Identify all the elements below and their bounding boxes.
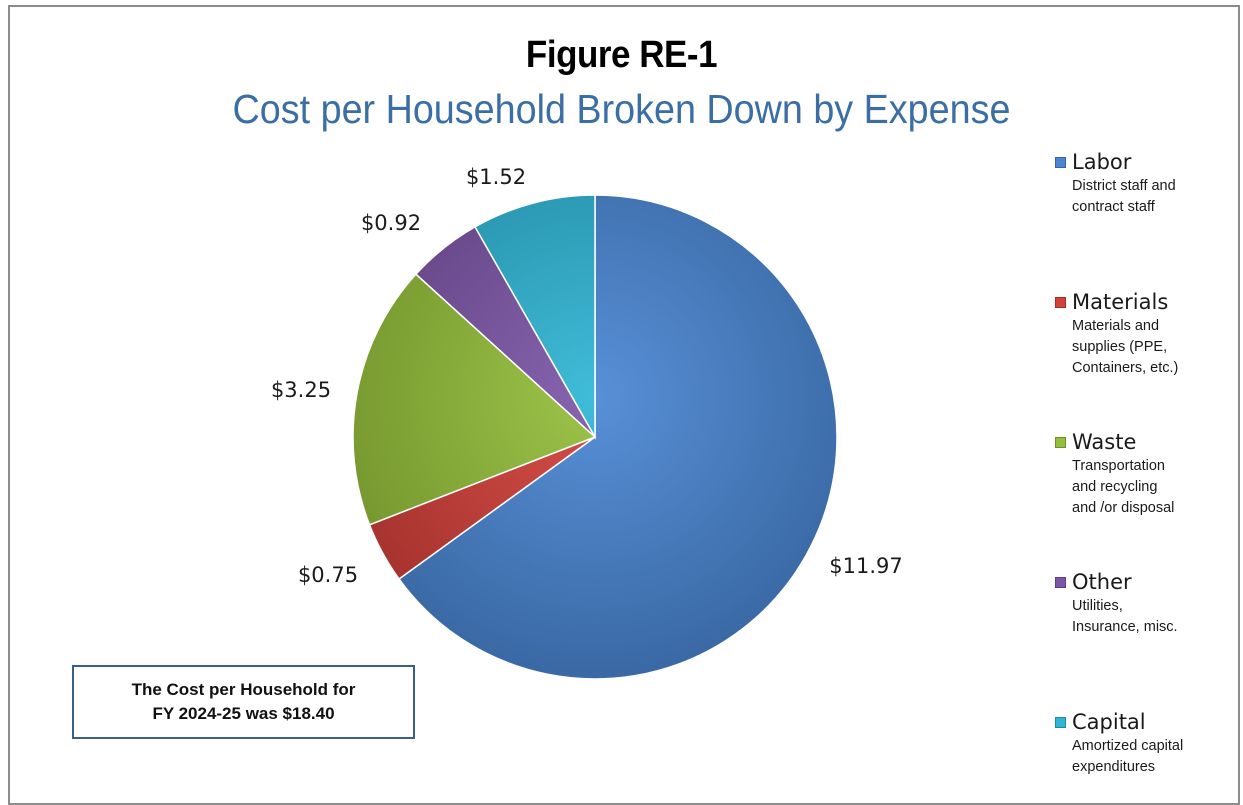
figure-title: Figure RE-1 (525, 34, 718, 76)
figure-subtitle: Cost per Household Broken Down by Expens… (232, 86, 1011, 132)
pie-slices (352, 194, 838, 680)
legend-swatch-labor (1055, 156, 1066, 168)
data-label-labor: $11.97 (829, 554, 902, 578)
legend-description: Utilities, Insurance, misc. (1072, 598, 1178, 635)
legend-description: District staff and contract staff (1072, 178, 1176, 215)
data-label-materials: $0.75 (298, 563, 358, 587)
legend-swatch-waste (1055, 436, 1066, 448)
legend-label: Capital (1072, 710, 1146, 734)
cost-summary-line-1: The Cost per Household for (131, 680, 356, 699)
legend-swatch-capital (1055, 716, 1066, 728)
legend-description: Transportation and recycling and /or dis… (1072, 458, 1175, 516)
legend-description: Amortized capital expenditures (1072, 738, 1184, 775)
legend-label: Waste (1072, 430, 1137, 454)
pie-labels: $11.97 $0.75 $3.25 $0.92 $1.52 (271, 165, 903, 587)
pie-slice-waste (352, 273, 597, 526)
legend-swatch-materials (1055, 296, 1066, 308)
data-label-capital: $1.52 (466, 165, 526, 189)
cost-summary-line-2: FY 2024-25 was $18.40 (152, 704, 335, 723)
data-label-waste: $3.25 (271, 378, 331, 402)
legend-swatch-other (1055, 576, 1066, 588)
legend-item-other: Other Utilities, Insurance, misc. (1055, 570, 1235, 638)
legend-item-materials: Materials Materials and supplies (PPE, C… (1055, 290, 1235, 379)
pie-slice-labor (398, 194, 838, 680)
pie-slice-capital (473, 194, 596, 440)
data-label-other: $0.92 (361, 211, 421, 235)
legend-label: Other (1072, 570, 1132, 594)
cost-summary-box: The Cost per Household for FY 2024-25 wa… (72, 665, 415, 739)
legend-label: Labor (1072, 150, 1132, 174)
legend-item-waste: Waste Transportation and recycling and /… (1055, 430, 1235, 519)
legend-item-capital: Capital Amortized capital expenditures (1055, 710, 1235, 778)
legend-item-labor: Labor District staff and contract staff (1055, 150, 1235, 218)
legend-label: Materials (1072, 290, 1169, 314)
legend-description: Materials and supplies (PPE, Containers,… (1072, 318, 1179, 376)
